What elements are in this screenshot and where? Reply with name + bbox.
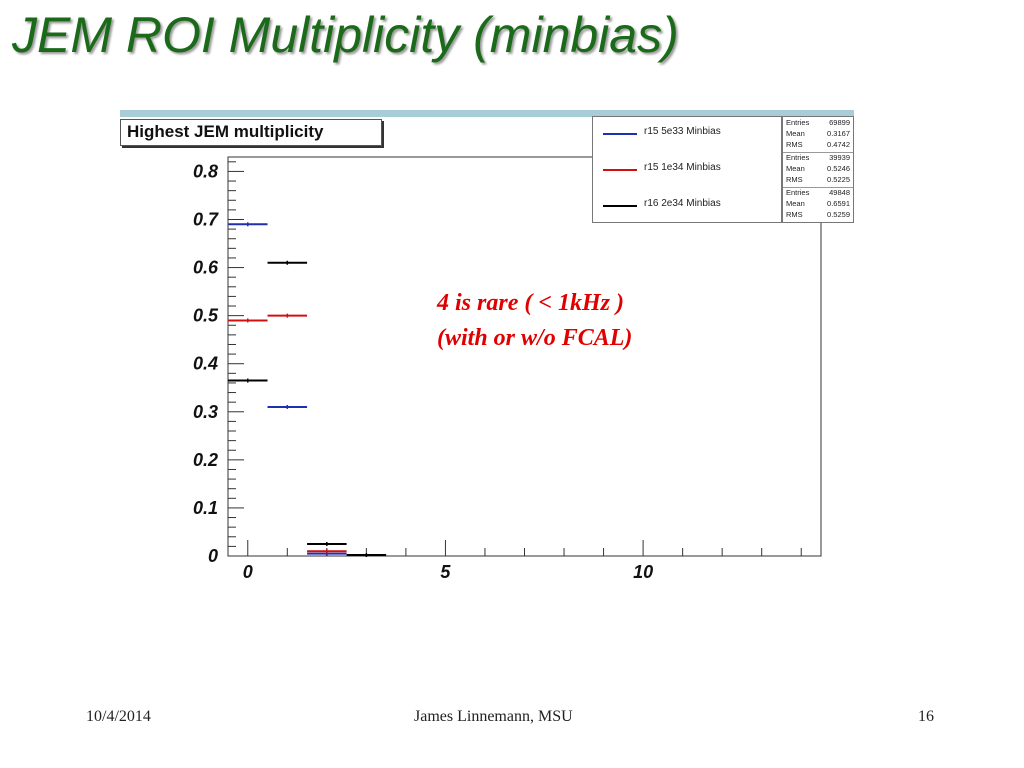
annotation-line: (with or w/o FCAL) xyxy=(437,325,633,351)
legend-entry: r16 2e34 Minbias xyxy=(593,189,783,224)
stats-block: Entries 39939 Mean 0.5246 RMS 0.5225 xyxy=(783,152,853,188)
y-tick-label: 0.1 xyxy=(193,498,218,518)
footer-page-number: 16 xyxy=(918,708,934,725)
stats-box: Entries 69899 Mean 0.3167 RMS 0.4742 Entrie… xyxy=(782,116,854,223)
stats-block: Entries 49848 Mean 0.6591 RMS 0.5259 xyxy=(783,187,853,222)
stat-label: Mean xyxy=(786,199,805,208)
legend-swatch xyxy=(603,169,637,171)
y-tick-label: 0.8 xyxy=(193,161,218,181)
legend-label: r15 5e33 Minbias xyxy=(644,126,721,137)
y-tick-label: 0.4 xyxy=(193,354,218,374)
stat-label: Mean xyxy=(786,164,805,173)
stat-value: 0.3167 xyxy=(827,129,850,138)
x-tick-label: 10 xyxy=(633,562,653,582)
stat-value: 0.5246 xyxy=(827,164,850,173)
legend-label: r15 1e34 Minbias xyxy=(644,162,721,173)
plot-frame xyxy=(227,156,822,557)
y-tick-label: 0.7 xyxy=(193,209,219,229)
legend: r15 5e33 Minbias r15 1e34 Minbias r16 2e… xyxy=(592,116,782,223)
stat-label: RMS xyxy=(786,140,803,149)
stat-label: RMS xyxy=(786,210,803,219)
legend-entry: r15 5e33 Minbias xyxy=(593,117,783,152)
footer-date: 10/4/2014 xyxy=(86,708,151,725)
histogram-title: Highest JEM multiplicity xyxy=(120,119,382,146)
stat-label: Entries xyxy=(786,188,810,197)
canvas-top-bar xyxy=(120,110,854,117)
y-tick-label: 0.3 xyxy=(193,402,218,422)
stat-label: Entries xyxy=(786,153,810,162)
y-tick-label: 0.2 xyxy=(193,450,218,470)
y-tick-label: 0.6 xyxy=(193,258,219,278)
legend-label: r16 2e34 Minbias xyxy=(644,198,721,209)
stat-label: Mean xyxy=(786,129,805,138)
annotation-text: 4 is rare ( < 1kHz ) (with or w/o FCAL) xyxy=(437,286,632,356)
stat-value: 0.6591 xyxy=(827,199,850,208)
stat-value: 39939 xyxy=(829,153,850,162)
stat-label: RMS xyxy=(786,175,803,184)
stat-value: 0.5225 xyxy=(827,175,850,184)
footer-author: James Linnemann, MSU xyxy=(414,708,573,725)
x-tick-label: 5 xyxy=(440,562,451,582)
slide-title: JEM ROI Multiplicity (minbias) xyxy=(12,7,679,63)
x-tick-label: 0 xyxy=(243,562,253,582)
stat-value: 0.4742 xyxy=(827,140,850,149)
stat-value: 69899 xyxy=(829,118,850,127)
stat-label: Entries xyxy=(786,118,810,127)
y-tick-label: 0.5 xyxy=(193,306,219,326)
y-tick-label: 0 xyxy=(208,546,218,566)
annotation-line: 4 is rare ( < 1kHz ) xyxy=(437,290,625,316)
legend-entry: r15 1e34 Minbias xyxy=(593,153,783,188)
stat-value: 49848 xyxy=(829,188,850,197)
stat-value: 0.5259 xyxy=(827,210,850,219)
stats-block: Entries 69899 Mean 0.3167 RMS 0.4742 xyxy=(783,117,853,153)
legend-swatch xyxy=(603,133,637,135)
legend-swatch xyxy=(603,205,637,207)
